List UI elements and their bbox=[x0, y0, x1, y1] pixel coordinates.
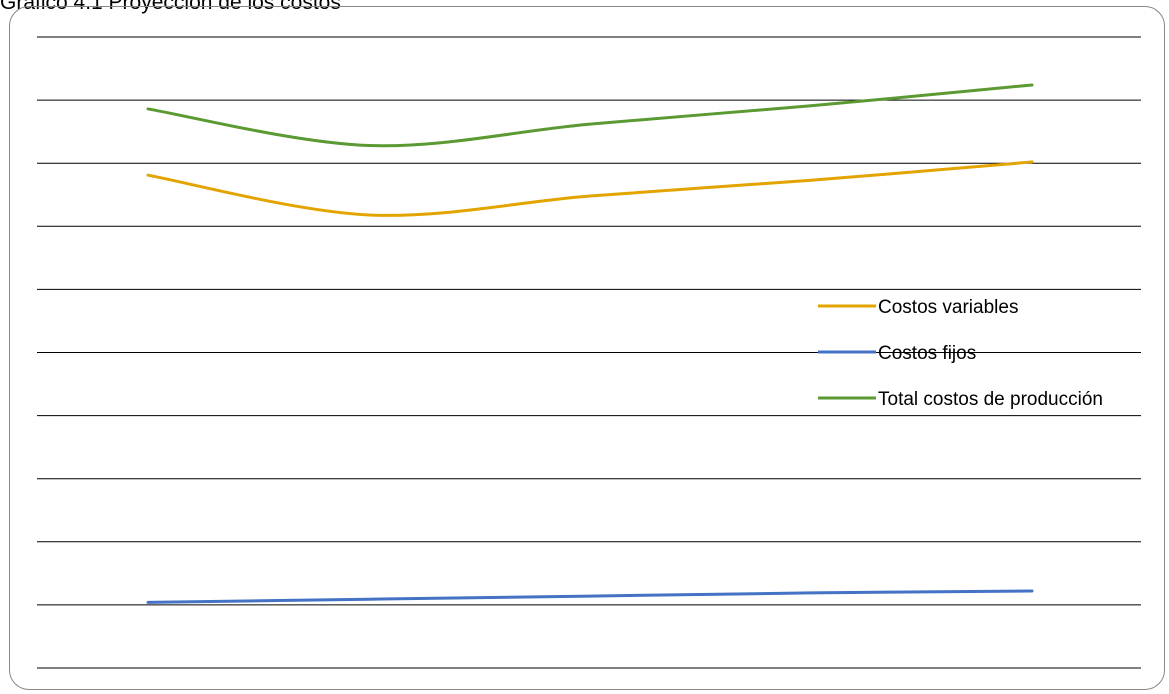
series-lines bbox=[146, 83, 1034, 604]
series-line-costos-variables bbox=[146, 160, 1034, 217]
series-line-costos-fijos bbox=[146, 589, 1034, 604]
legend: Costos variables Costos fijos Total costos… bbox=[818, 297, 1103, 410]
legend-item-costos-variables: Costos variables bbox=[818, 297, 1018, 318]
legend-item-costos-fijos: Costos fijos bbox=[818, 343, 976, 364]
gridlines bbox=[37, 36, 1141, 669]
legend-label: Total costos de producción bbox=[878, 389, 1103, 410]
legend-item-total-costos-de-produccion: Total costos de producción bbox=[818, 389, 1103, 410]
legend-label: Costos variables bbox=[878, 297, 1018, 318]
series-line-total-costos-de-produccion bbox=[146, 83, 1034, 148]
legend-label: Costos fijos bbox=[878, 343, 976, 364]
chart-title: Gráfico 4.1 Proyección de los costos bbox=[0, 0, 341, 14]
